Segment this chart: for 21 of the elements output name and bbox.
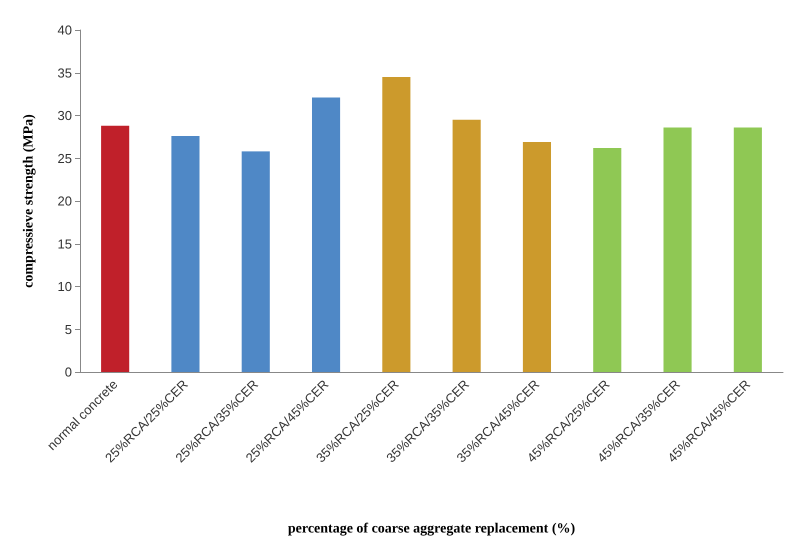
bar: [734, 127, 762, 372]
bar: [382, 77, 410, 372]
y-tick-label: 15: [58, 236, 72, 252]
y-tick-label: 25: [58, 150, 72, 166]
y-tick-label: 35: [58, 65, 72, 80]
bar: [242, 151, 270, 372]
bar: [452, 120, 481, 372]
bar: [663, 127, 692, 372]
bar: [171, 136, 200, 372]
bar: [101, 126, 130, 372]
bar: [522, 142, 552, 372]
y-tick-label: 0: [64, 364, 72, 380]
y-tick-label: 5: [64, 322, 72, 337]
x-axis-title: percentage of coarse aggregate replacement (%): [288, 522, 576, 536]
y-tick-label: 20: [58, 194, 72, 208]
y-tick-label: 10: [58, 279, 72, 294]
bar: [593, 148, 622, 372]
y-tick-label: 40: [58, 22, 72, 38]
y-tick-label: 30: [58, 108, 72, 123]
y-axis-title: compressieve strength (MPa): [22, 114, 36, 288]
bar: [312, 98, 340, 372]
